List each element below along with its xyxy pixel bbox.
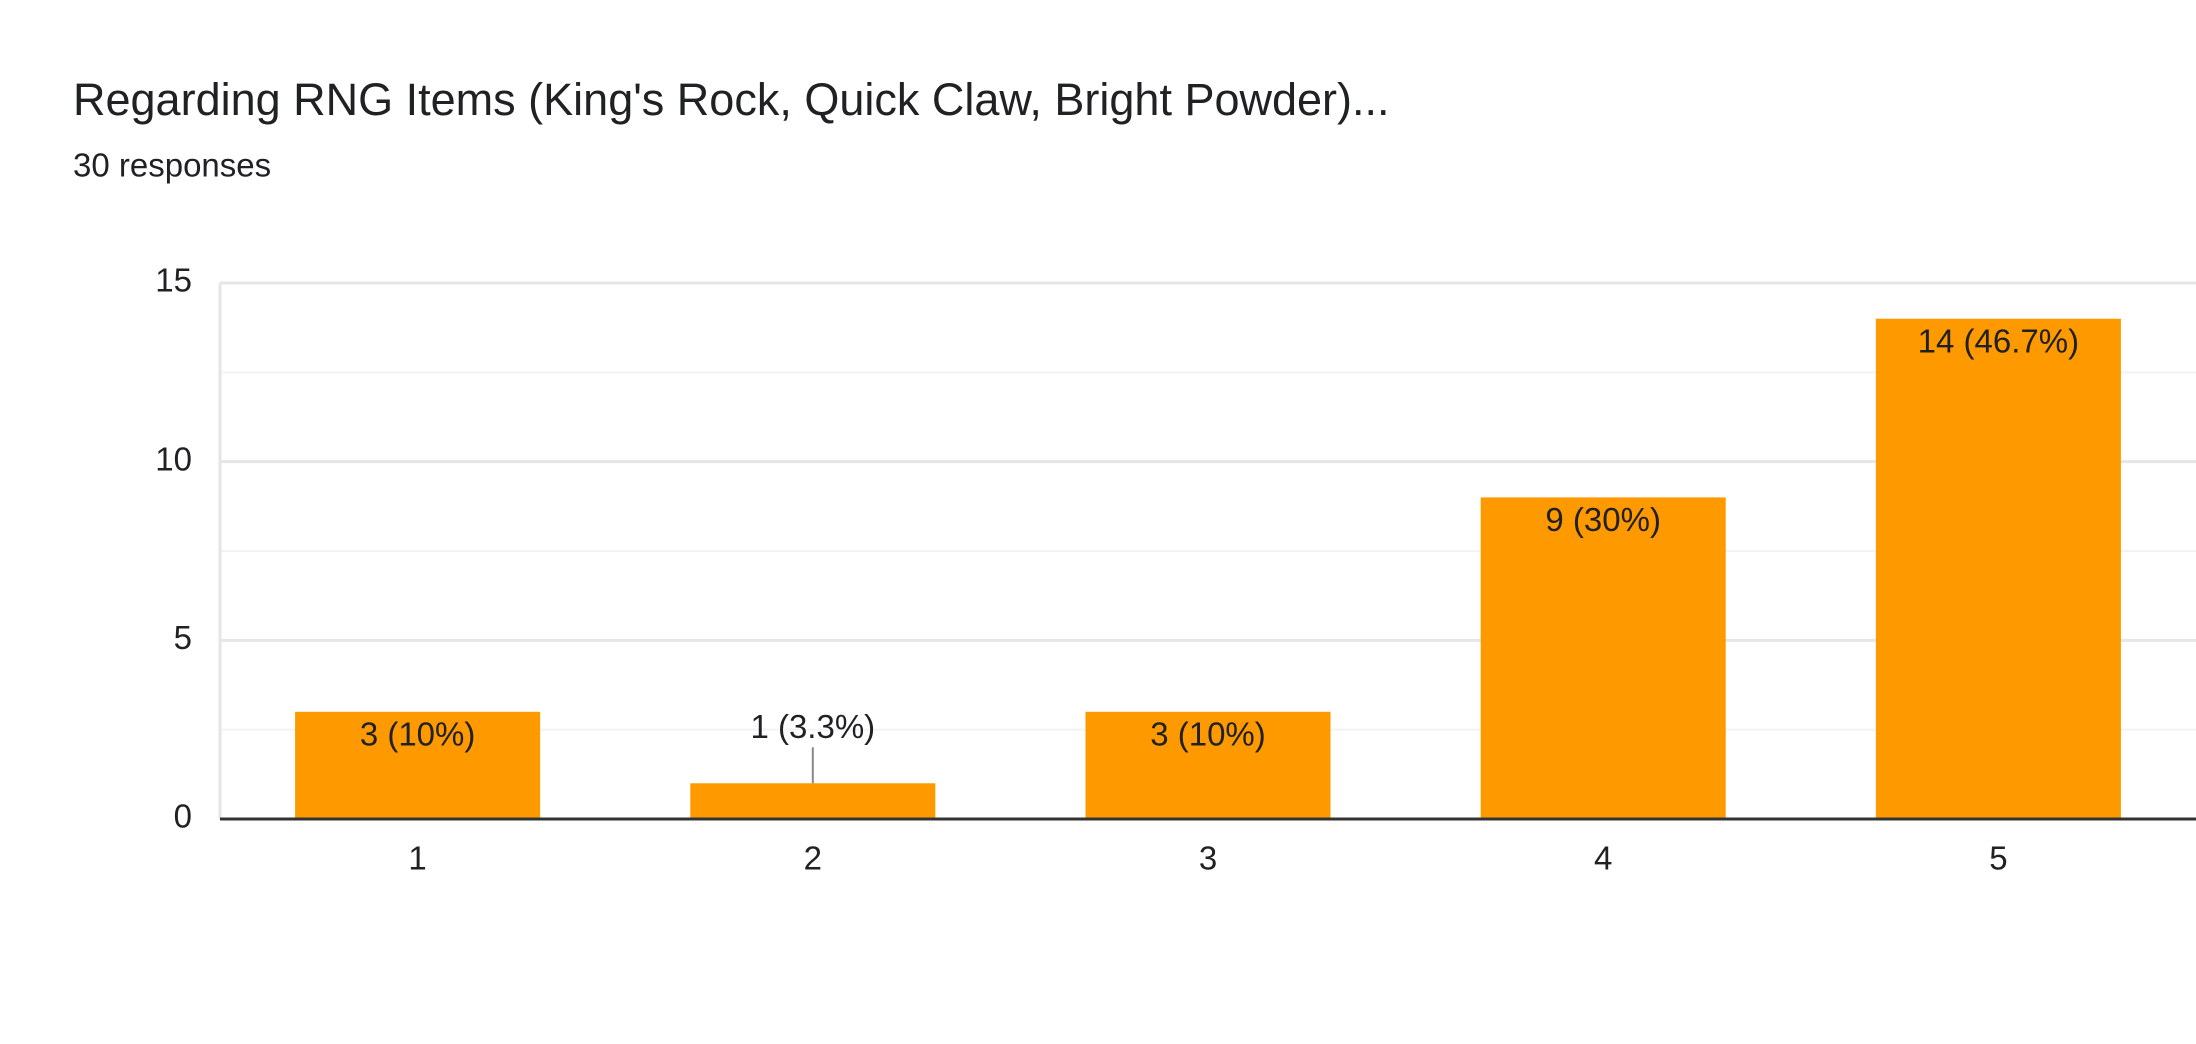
- y-tick-label: 0: [174, 798, 192, 835]
- chart-subtitle: 30 responses: [73, 147, 271, 184]
- bar: [1875, 318, 2121, 819]
- x-tick-label: 4: [1594, 840, 1612, 877]
- bar: [295, 711, 541, 819]
- bar: [690, 783, 936, 819]
- data-label: 1 (3.3%): [750, 708, 875, 745]
- y-tick-label: 15: [155, 262, 192, 299]
- data-label: 14 (46.7%): [1918, 322, 2079, 359]
- x-tick-label: 1: [408, 840, 426, 877]
- bar: [1480, 497, 1726, 819]
- data-label: 3 (10%): [360, 716, 476, 753]
- x-tick-label: 3: [1199, 840, 1217, 877]
- bar: [1085, 711, 1331, 819]
- data-label: 3 (10%): [1150, 716, 1266, 753]
- y-tick-label: 5: [174, 619, 192, 656]
- chart-title: Regarding RNG Items (King's Rock, Quick …: [73, 74, 1390, 125]
- x-tick-label: 2: [804, 840, 822, 877]
- y-tick-label: 10: [155, 440, 192, 477]
- x-tick-label: 5: [1989, 840, 2007, 877]
- data-label: 9 (30%): [1545, 501, 1661, 538]
